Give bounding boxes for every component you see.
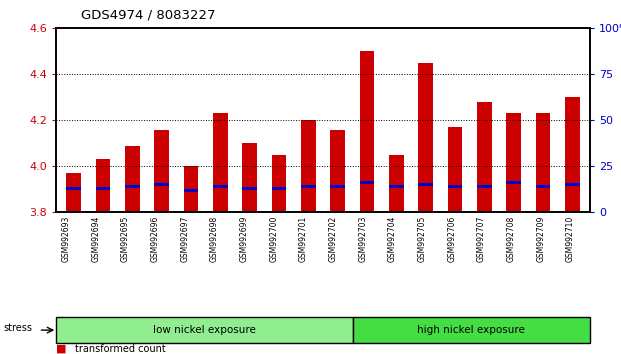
Text: stress: stress (3, 323, 32, 333)
Bar (154, 183, 169, 186)
Text: GSM992696: GSM992696 (151, 216, 160, 262)
Bar (242, 143, 257, 212)
Text: GSM992694: GSM992694 (91, 216, 101, 262)
Bar (271, 155, 286, 212)
Bar (565, 183, 579, 186)
Bar (184, 166, 198, 212)
Bar (301, 185, 315, 188)
Bar (536, 185, 550, 188)
Bar (360, 182, 374, 184)
Bar (477, 185, 492, 188)
Bar (419, 183, 433, 186)
Text: GSM992699: GSM992699 (240, 216, 249, 262)
Text: GDS4974 / 8083227: GDS4974 / 8083227 (81, 9, 215, 22)
Text: GSM992700: GSM992700 (270, 216, 278, 262)
Bar (360, 51, 374, 212)
Bar (330, 185, 345, 188)
Bar (330, 130, 345, 212)
Text: high nickel exposure: high nickel exposure (417, 325, 525, 335)
Text: GSM992704: GSM992704 (388, 216, 397, 262)
Bar (536, 113, 550, 212)
Bar (271, 187, 286, 190)
Text: GSM992709: GSM992709 (537, 216, 545, 262)
Text: GSM992695: GSM992695 (121, 216, 130, 262)
Text: GSM992710: GSM992710 (566, 216, 575, 262)
Bar (389, 185, 404, 188)
Text: GSM992708: GSM992708 (507, 216, 516, 262)
Bar (389, 155, 404, 212)
Text: GSM992698: GSM992698 (210, 216, 219, 262)
Bar (125, 185, 140, 188)
Text: GSM992706: GSM992706 (448, 216, 456, 262)
Text: GSM992703: GSM992703 (358, 216, 368, 262)
Text: GSM992701: GSM992701 (299, 216, 308, 262)
Text: ■: ■ (56, 344, 66, 354)
Bar (213, 113, 227, 212)
Bar (242, 187, 257, 190)
Text: GSM992697: GSM992697 (181, 216, 189, 262)
Text: low nickel exposure: low nickel exposure (153, 325, 256, 335)
Bar (96, 187, 110, 190)
Text: transformed count: transformed count (75, 344, 165, 354)
Bar (66, 187, 81, 190)
Text: GSM992705: GSM992705 (418, 216, 427, 262)
Text: GSM992702: GSM992702 (329, 216, 338, 262)
Bar (301, 120, 315, 212)
Bar (66, 173, 81, 212)
Text: GSM992693: GSM992693 (61, 216, 71, 262)
Text: GSM992707: GSM992707 (477, 216, 486, 262)
Bar (154, 130, 169, 212)
Bar (448, 127, 462, 212)
Bar (477, 102, 492, 212)
Bar (565, 97, 579, 212)
Bar (506, 113, 521, 212)
Bar (506, 182, 521, 184)
Bar (448, 185, 462, 188)
Bar (96, 159, 110, 212)
Bar (213, 185, 227, 188)
Bar (184, 189, 198, 192)
Bar (419, 63, 433, 212)
Bar (125, 146, 140, 212)
